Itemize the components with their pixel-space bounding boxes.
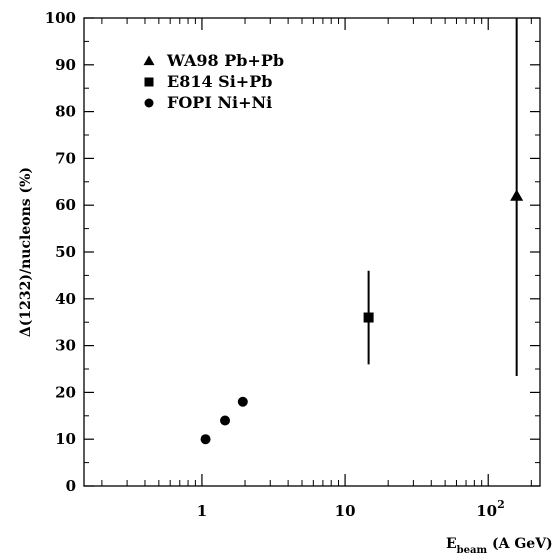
- y-tick-label: 50: [55, 243, 76, 261]
- y-tick-label: 90: [55, 56, 76, 74]
- legend-item-label: FOPI Ni+Ni: [167, 93, 272, 112]
- legend: WA98 Pb+Pb E814 Si+Pb FOPI Ni+Ni: [143, 51, 284, 112]
- x-tick-label: 10: [335, 502, 356, 520]
- legend-item: FOPI Ni+Ni: [144, 93, 272, 112]
- triangle-marker: [510, 189, 524, 201]
- y-axis-label-text: Δ(1232)/nucleons (%): [18, 167, 34, 337]
- y-tick-label: 20: [55, 383, 76, 401]
- square-marker: [363, 312, 374, 323]
- y-tick-label: 40: [55, 290, 76, 308]
- y-tick-label: 80: [55, 103, 76, 121]
- plot-frame: [83, 17, 541, 487]
- x-tick-label: 102: [476, 498, 505, 520]
- y-tick-label: 10: [55, 430, 76, 448]
- y-tick-label: 100: [45, 9, 76, 27]
- x-tick-label-base: 10: [476, 502, 497, 520]
- x-axis-label-subscript: beam: [457, 545, 488, 556]
- x-tick-label: 1: [197, 502, 207, 520]
- legend-item: E814 Si+Pb: [144, 72, 272, 91]
- x-axis-label-main: E: [446, 536, 457, 552]
- data-points: [200, 189, 524, 445]
- x-tick-label-exponent: 2: [497, 498, 505, 511]
- y-tick-label: 30: [55, 337, 76, 355]
- triangle-marker: [143, 55, 155, 66]
- circle-marker: [144, 98, 154, 108]
- y-tick-label: 0: [66, 477, 76, 495]
- x-axis-label-unit: (A GeV): [487, 536, 553, 552]
- x-axis-label: Ebeam (A GeV): [446, 536, 553, 556]
- y-axis-label: Δ(1232)/nucleons (%): [18, 167, 34, 337]
- circle-marker: [237, 396, 248, 407]
- y-tick-label: 70: [55, 149, 76, 167]
- legend-item-label: WA98 Pb+Pb: [166, 51, 284, 70]
- legend-item: WA98 Pb+Pb: [143, 51, 284, 70]
- legend-item-label: E814 Si+Pb: [167, 72, 272, 91]
- circle-marker: [220, 415, 231, 426]
- y-tick-label: 60: [55, 196, 76, 214]
- circle-marker: [200, 434, 211, 445]
- error-bars: [367, 18, 518, 377]
- square-marker: [144, 77, 154, 87]
